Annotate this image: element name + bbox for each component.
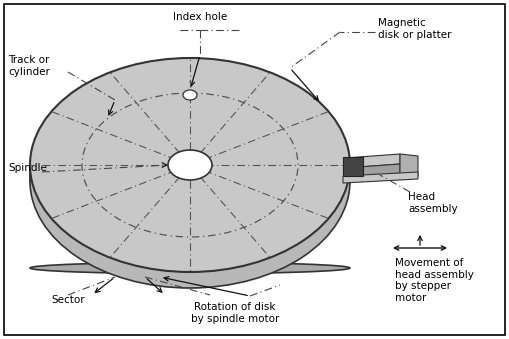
- Text: Sector: Sector: [51, 295, 85, 305]
- Text: Movement of
head assembly
by stepper
motor: Movement of head assembly by stepper mot…: [395, 258, 474, 303]
- Polygon shape: [345, 164, 400, 178]
- Polygon shape: [400, 154, 418, 176]
- Text: Magnetic
disk or platter: Magnetic disk or platter: [378, 18, 451, 40]
- Polygon shape: [343, 172, 418, 183]
- Ellipse shape: [183, 90, 197, 100]
- Text: Index hole: Index hole: [173, 12, 227, 22]
- Ellipse shape: [30, 58, 350, 272]
- Text: Rotation of disk
by spindle motor: Rotation of disk by spindle motor: [191, 302, 279, 324]
- Text: Spindle: Spindle: [8, 163, 47, 173]
- Ellipse shape: [30, 262, 350, 274]
- Ellipse shape: [30, 74, 350, 288]
- Polygon shape: [343, 157, 363, 176]
- Polygon shape: [345, 154, 400, 168]
- Text: Head
assembly: Head assembly: [408, 192, 458, 214]
- Ellipse shape: [168, 150, 212, 180]
- Text: Track or
cylinder: Track or cylinder: [8, 55, 50, 77]
